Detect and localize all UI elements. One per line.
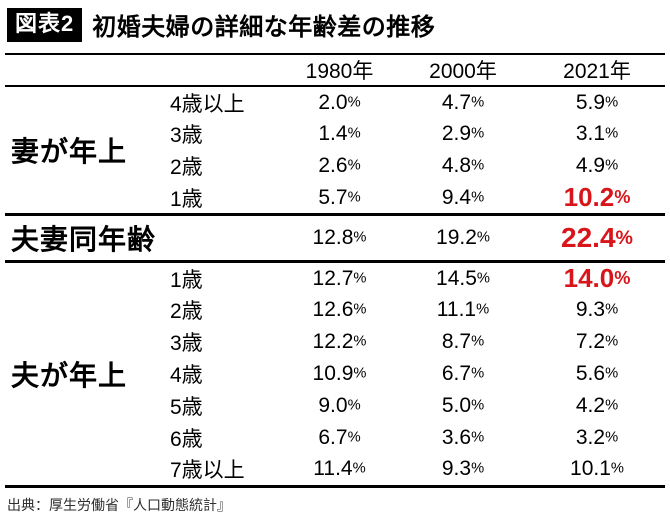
table-row: 3歳 1.4% 2.9% 3.1%: [5, 118, 665, 150]
column-header-1980: 1980年: [305, 60, 374, 83]
age-label: 2歳: [170, 156, 203, 179]
value-2000: 4.7%: [441, 90, 485, 114]
value-2021: 5.9%: [575, 90, 619, 114]
value-2000: 2.9%: [441, 122, 485, 145]
value-2021-highlight: 10.2%: [563, 182, 631, 212]
value-1980: 12.6%: [312, 298, 367, 321]
group-label-wife-older: 妻が年上: [11, 136, 128, 167]
empty-header-cell: [5, 54, 282, 86]
value-2000: 5.0%: [441, 394, 485, 417]
value-2000: 14.5%: [436, 266, 490, 290]
age-label: 2歳: [170, 300, 203, 323]
age-label: 5歳: [170, 396, 203, 419]
value-1980: 11.4%: [313, 457, 366, 481]
figure-title-bar: 図表2 初婚夫婦の詳細な年齢差の推移: [7, 7, 665, 42]
value-1980: 2.6%: [318, 154, 361, 177]
table-row: 5歳 9.0% 5.0% 4.2%: [5, 390, 665, 422]
page-title: 初婚夫婦の詳細な年齢差の推移: [92, 14, 436, 41]
value-2021-highlight: 22.4%: [561, 222, 633, 253]
group-label-husband-older: 夫が年上: [11, 359, 128, 391]
value-2021: 3.2%: [575, 426, 619, 449]
age-label: 1歳: [170, 187, 203, 211]
table-row-same-age: 夫妻同年齢 12.8% 19.2% 22.4%: [5, 215, 665, 262]
value-2000: 6.7%: [441, 362, 485, 385]
age-label: 4歳: [170, 364, 203, 387]
age-label: 6歳: [170, 428, 203, 451]
group-label-same-age: 夫妻同年齢: [11, 224, 157, 255]
value-2021: 4.9%: [575, 154, 619, 177]
value-1980: 5.7%: [318, 185, 361, 209]
age-label: 3歳: [170, 124, 203, 147]
table-row: 7歳以上 11.4% 9.3% 10.1%: [5, 454, 665, 486]
table-row: 1歳 5.7% 9.4% 10.2%: [5, 182, 665, 215]
value-2000: 9.4%: [441, 185, 485, 209]
value-2021-highlight: 14.0%: [563, 263, 631, 293]
table-row: 6歳 6.7% 3.6% 3.2%: [5, 422, 665, 454]
table-row: 3歳 12.2% 8.7% 7.2%: [5, 326, 665, 358]
value-1980: 6.7%: [318, 426, 361, 449]
column-header-2000: 2000年: [429, 60, 497, 83]
value-2000: 4.8%: [441, 154, 485, 177]
age-label: 3歳: [170, 332, 203, 355]
value-2000: 9.3%: [441, 457, 485, 481]
value-1980: 10.9%: [312, 362, 367, 385]
value-1980: 9.0%: [318, 394, 361, 417]
value-2021: 9.3%: [575, 298, 619, 321]
value-2021: 3.1%: [575, 122, 619, 145]
age-difference-table: 1980年 2000年 2021年 妻が年上 4歳以上 2.0% 4.7% 5.…: [5, 53, 665, 488]
column-header-2021: 2021年: [563, 60, 631, 83]
table-row: 妻が年上 4歳以上 2.0% 4.7% 5.9%: [5, 86, 665, 168]
age-label: 7歳以上: [170, 459, 245, 483]
year-header-row: 1980年 2000年 2021年: [5, 54, 665, 86]
group-same-age: 夫妻同年齢 12.8% 19.2% 22.4%: [5, 215, 665, 262]
value-2021: 5.6%: [575, 362, 619, 385]
table-row: 2歳 2.6% 4.8% 4.9%: [5, 150, 665, 182]
value-1980: 2.0%: [318, 90, 361, 114]
value-2021: 7.2%: [575, 330, 619, 353]
figure-number-badge: 図表2: [7, 7, 83, 42]
value-1980: 12.8%: [312, 226, 367, 249]
value-1980: 1.4%: [318, 122, 361, 145]
source-attribution: 出典：厚生労働省『人口動態統計』: [7, 496, 231, 513]
value-2021: 10.1%: [570, 457, 624, 481]
table-row: 夫が年上 1歳 12.7% 14.5% 14.0%: [5, 262, 665, 391]
age-label: 4歳以上: [170, 92, 245, 116]
value-1980: 12.7%: [312, 266, 367, 290]
age-label: 1歳: [170, 268, 203, 292]
value-1980: 12.2%: [312, 330, 367, 353]
value-2000: 19.2%: [436, 226, 490, 249]
table-row: 4歳 10.9% 6.7% 5.6%: [5, 358, 665, 390]
value-2000: 11.1%: [436, 298, 490, 321]
table-row: 2歳 12.6% 11.1% 9.3%: [5, 294, 665, 326]
group-wife-older: 妻が年上 4歳以上 2.0% 4.7% 5.9% 3歳 1.4% 2.9% 3.…: [5, 86, 665, 215]
group-husband-older: 夫が年上 1歳 12.7% 14.5% 14.0% 2歳 12.6% 11.1%…: [5, 262, 665, 486]
value-2000: 3.6%: [441, 426, 485, 449]
value-2021: 4.2%: [575, 394, 619, 417]
value-2000: 8.7%: [441, 330, 485, 353]
